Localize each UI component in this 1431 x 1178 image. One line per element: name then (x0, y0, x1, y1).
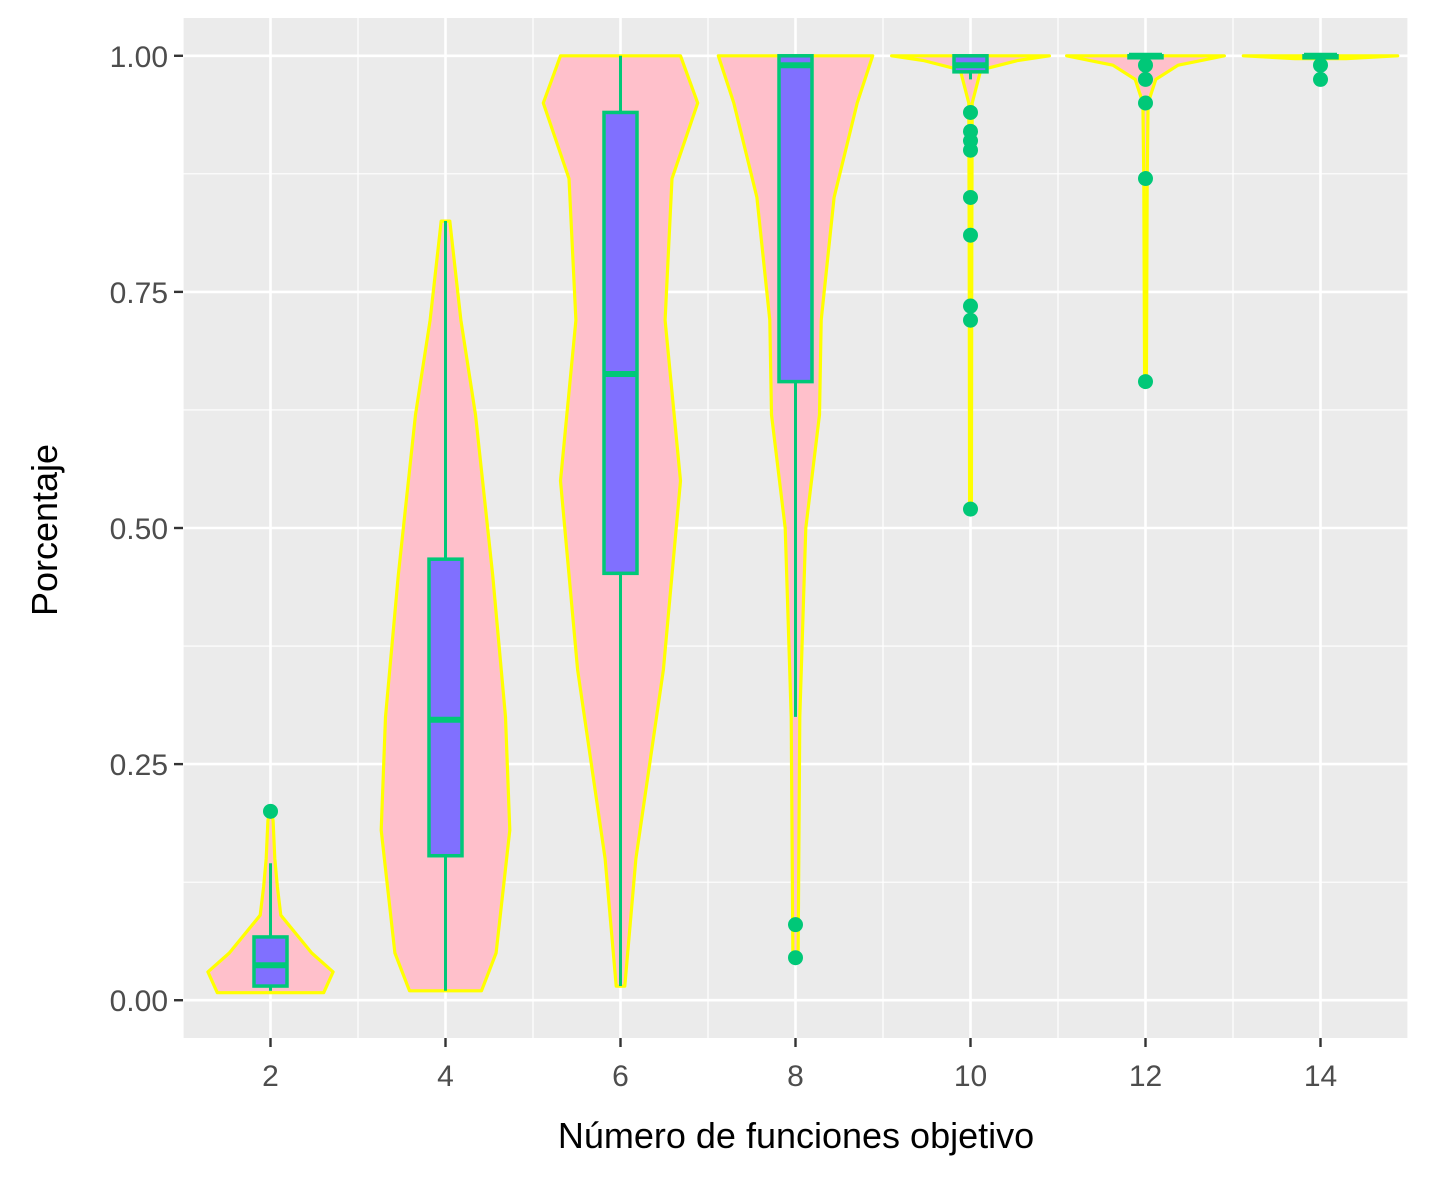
outlier-points (263, 57, 1328, 966)
x-tick-label: 12 (1129, 1060, 1162, 1093)
outlier-point (1313, 57, 1328, 73)
x-axis: 2 4 6 8 10 12 14 (262, 1038, 1337, 1093)
outlier-point (1138, 71, 1153, 87)
y-tick-label: 0.25 (110, 749, 168, 782)
outlier-point (1313, 71, 1328, 87)
y-tick-label: 0.00 (110, 985, 168, 1018)
box (602, 110, 639, 576)
violin (890, 54, 1051, 511)
outlier-point (263, 803, 278, 819)
x-axis-title: Número de funciones objetivo (558, 1115, 1034, 1156)
x-tick-label: 2 (262, 1060, 279, 1093)
outlier-point (963, 298, 978, 314)
outlier-point (788, 950, 803, 966)
y-axis-title: Porcentaje (24, 444, 65, 616)
box (777, 54, 814, 384)
x-tick-label: 10 (954, 1060, 987, 1093)
y-tick-label: 0.75 (110, 277, 168, 310)
x-tick-label: 14 (1304, 1060, 1337, 1093)
outlier-point (1138, 57, 1153, 73)
x-tick-label: 4 (437, 1060, 454, 1093)
outlier-point (963, 104, 978, 120)
outlier-point (963, 142, 978, 158)
outlier-point (963, 227, 978, 243)
outlier-point (1138, 374, 1153, 390)
outlier-point (788, 917, 803, 933)
x-tick-label: 6 (612, 1060, 629, 1093)
outlier-point (1138, 95, 1153, 111)
outlier-point (963, 189, 978, 205)
outlier-point (1138, 171, 1153, 187)
box (427, 557, 464, 858)
box (252, 935, 289, 988)
y-tick-label: 0.50 (110, 513, 168, 546)
x-tick-label: 8 (787, 1060, 804, 1093)
outlier-point (963, 501, 978, 517)
boxplots (252, 52, 1339, 991)
y-tick-label: 1.00 (110, 41, 168, 74)
outlier-point (963, 312, 978, 328)
y-axis: 0.00 0.25 0.50 0.75 1.00 (110, 41, 183, 1018)
